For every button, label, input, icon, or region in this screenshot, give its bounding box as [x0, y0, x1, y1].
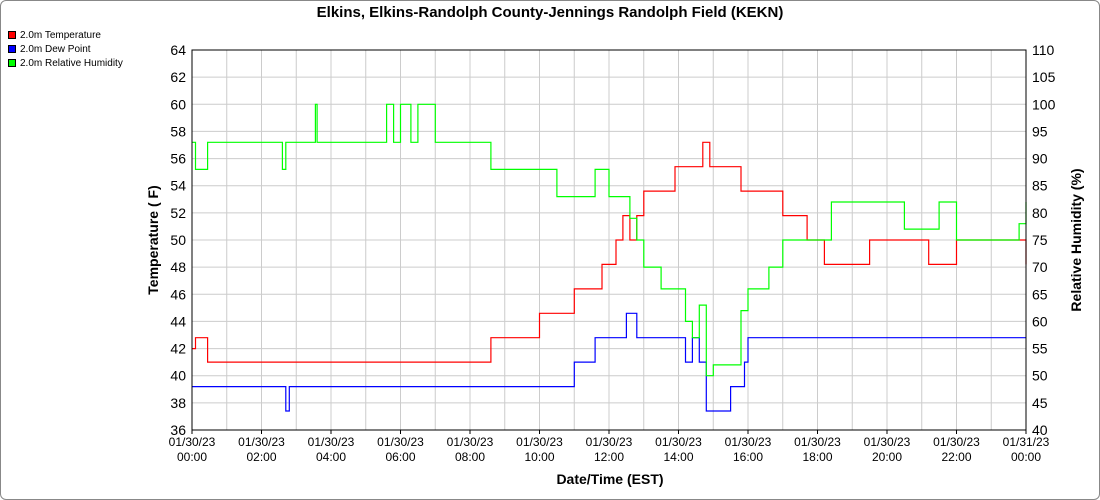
x-tick-time: 00:00 — [1011, 450, 1041, 464]
legend-label-dew-point: 2.0m Dew Point — [20, 43, 91, 55]
legend-item-dew-point: 2.0m Dew Point — [8, 42, 123, 56]
y-tick-label: 50 — [170, 232, 186, 248]
y2-tick-label: 45 — [1032, 395, 1048, 411]
y2-tick-label: 105 — [1032, 69, 1056, 85]
y2-tick-label: 95 — [1032, 123, 1048, 139]
x-tick-time: 08:00 — [455, 450, 485, 464]
x-tick-time: 16:00 — [733, 450, 763, 464]
y-tick-label: 60 — [170, 96, 186, 112]
legend-swatch-dew-point — [8, 45, 16, 53]
axes-labels: 36 38 40 42 44 46 48 50 52 54 56 58 60 62 64 40 45 50 55 60… — [169, 42, 1056, 464]
y2-tick-label: 80 — [1032, 205, 1048, 221]
x-tick-date: 01/30/23 — [377, 435, 424, 449]
y-tick-label: 46 — [170, 286, 186, 302]
x-tick-date: 01/30/23 — [864, 435, 911, 449]
x-tick-time: 06:00 — [385, 450, 415, 464]
x-axis-label: Date/Time (EST) — [556, 471, 663, 487]
x-tick-time: 22:00 — [941, 450, 971, 464]
x-tick-time: 12:00 — [594, 450, 624, 464]
x-tick-date: 01/30/23 — [725, 435, 772, 449]
y-tick-label: 64 — [170, 42, 186, 58]
legend-swatch-temperature — [8, 31, 16, 39]
y-tick-label: 44 — [170, 313, 186, 329]
y2-tick-label: 100 — [1032, 96, 1056, 112]
temperature-series-line — [192, 141, 1027, 363]
y2-tick-label: 90 — [1032, 151, 1048, 167]
x-tick-date: 01/30/23 — [933, 435, 980, 449]
y-tick-label: 40 — [170, 368, 186, 384]
y2-axis-label: Relative Humidity (%) — [1068, 168, 1084, 311]
chart-title: Elkins, Elkins-Randolph County-Jennings … — [316, 4, 784, 21]
y-tick-label: 42 — [170, 341, 186, 357]
x-tick-time: 00:00 — [177, 450, 207, 464]
x-tick-date: 01/30/23 — [655, 435, 702, 449]
y2-tick-label: 40 — [1032, 422, 1048, 438]
x-tick-time: 02:00 — [246, 450, 276, 464]
x-tick-time: 04:00 — [316, 450, 346, 464]
y2-tick-label: 110 — [1032, 42, 1055, 58]
x-tick-date: 01/31/23 — [1003, 435, 1050, 449]
y-tick-label: 58 — [170, 123, 186, 139]
series-layer — [192, 103, 1027, 412]
y-tick-label: 54 — [170, 178, 186, 194]
legend-label-temperature: 2.0m Temperature — [20, 29, 101, 41]
x-tick-time: 14:00 — [663, 450, 693, 464]
legend-swatch-humidity — [8, 59, 16, 67]
x-tick-time: 20:00 — [872, 450, 902, 464]
dew-point-series-line — [192, 312, 1026, 412]
x-tick-date: 01/30/23 — [447, 435, 494, 449]
y-tick-label: 36 — [170, 422, 186, 438]
x-tick-time: 18:00 — [802, 450, 832, 464]
y2-tick-label: 55 — [1032, 341, 1048, 357]
y2-tick-label: 70 — [1032, 259, 1048, 275]
y2-tick-label: 65 — [1032, 286, 1048, 302]
grid — [191, 49, 1027, 431]
legend-item-humidity: 2.0m Relative Humidity — [8, 56, 123, 70]
x-tick-date: 01/30/23 — [238, 435, 285, 449]
legend-label-humidity: 2.0m Relative Humidity — [20, 57, 123, 69]
y-tick-label: 52 — [170, 205, 186, 221]
y2-tick-label: 85 — [1032, 178, 1048, 194]
x-tick-time: 10:00 — [524, 450, 554, 464]
y-tick-label: 48 — [170, 259, 186, 275]
x-tick-date: 01/30/23 — [586, 435, 633, 449]
x-tick-date: 01/30/23 — [169, 435, 216, 449]
y2-tick-label: 50 — [1032, 368, 1048, 384]
humidity-series-line — [192, 103, 1027, 377]
y2-tick-label: 75 — [1032, 232, 1048, 248]
y-tick-label: 38 — [170, 395, 186, 411]
y-tick-label: 62 — [170, 69, 186, 85]
y2-tick-label: 60 — [1032, 313, 1048, 329]
legend-item-temperature: 2.0m Temperature — [8, 28, 123, 42]
legend: 2.0m Temperature 2.0m Dew Point 2.0m Rel… — [8, 28, 123, 70]
y-tick-label: 56 — [170, 151, 186, 167]
y-axis-label: Temperature ( F) — [145, 185, 161, 294]
x-tick-date: 01/30/23 — [794, 435, 841, 449]
x-tick-date: 01/30/23 — [516, 435, 563, 449]
x-tick-date: 01/30/23 — [308, 435, 355, 449]
